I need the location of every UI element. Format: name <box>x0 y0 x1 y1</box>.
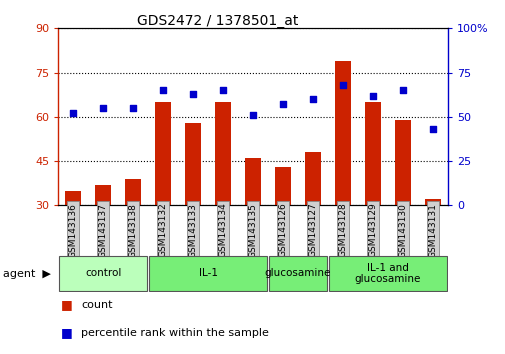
Bar <box>155 102 171 205</box>
FancyBboxPatch shape <box>328 256 446 291</box>
Text: GDS2472 / 1378501_at: GDS2472 / 1378501_at <box>137 14 297 28</box>
Bar <box>244 158 261 205</box>
Text: GSM143126: GSM143126 <box>278 203 287 257</box>
Text: GSM143127: GSM143127 <box>308 203 317 257</box>
Point <box>338 82 346 88</box>
Text: glucosamine: glucosamine <box>264 268 330 279</box>
FancyBboxPatch shape <box>148 256 267 291</box>
Point <box>99 105 107 111</box>
Text: IL-1 and
glucosamine: IL-1 and glucosamine <box>354 263 420 284</box>
Text: ■: ■ <box>61 326 72 339</box>
Point <box>69 110 77 116</box>
Text: GSM143137: GSM143137 <box>98 202 108 258</box>
Point <box>368 93 376 98</box>
Point <box>398 87 406 93</box>
Text: ■: ■ <box>61 298 72 311</box>
FancyBboxPatch shape <box>268 256 326 291</box>
Bar <box>125 179 141 205</box>
Text: GSM143134: GSM143134 <box>218 203 227 257</box>
Text: GSM143129: GSM143129 <box>368 203 377 257</box>
Point <box>278 102 286 107</box>
Bar <box>184 123 201 205</box>
Point <box>159 87 167 93</box>
Text: agent  ▶: agent ▶ <box>3 269 50 279</box>
FancyBboxPatch shape <box>59 256 147 291</box>
Bar <box>394 120 410 205</box>
Bar <box>334 61 350 205</box>
Text: control: control <box>85 268 121 279</box>
Bar <box>95 185 111 205</box>
Text: IL-1: IL-1 <box>198 268 217 279</box>
Point <box>248 112 257 118</box>
Bar <box>364 102 380 205</box>
Text: GSM143130: GSM143130 <box>397 202 407 258</box>
Text: GSM143131: GSM143131 <box>427 202 436 258</box>
Bar <box>304 152 321 205</box>
Text: count: count <box>81 300 112 310</box>
Bar <box>424 199 440 205</box>
Point <box>189 91 197 97</box>
Text: GSM143133: GSM143133 <box>188 202 197 258</box>
Bar <box>274 167 291 205</box>
Text: GSM143136: GSM143136 <box>69 202 78 258</box>
Text: percentile rank within the sample: percentile rank within the sample <box>81 328 268 338</box>
Point <box>219 87 227 93</box>
Point <box>428 126 436 132</box>
Bar <box>214 102 231 205</box>
Point <box>308 96 316 102</box>
Text: GSM143138: GSM143138 <box>128 202 137 258</box>
Text: GSM143128: GSM143128 <box>338 203 347 257</box>
Text: GSM143135: GSM143135 <box>248 202 257 258</box>
Bar <box>65 190 81 205</box>
Point <box>129 105 137 111</box>
Text: GSM143132: GSM143132 <box>158 203 167 257</box>
